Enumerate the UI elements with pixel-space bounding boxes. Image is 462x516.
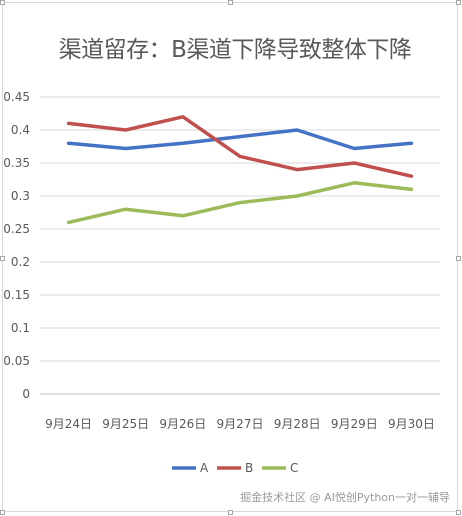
chart-title: 渠道留存：B渠道下降导致整体下降 bbox=[58, 37, 412, 63]
resize-handle-middle-right[interactable] bbox=[456, 256, 461, 261]
x-tick-label: 9月26日 bbox=[159, 417, 206, 431]
legend-label-b: B bbox=[245, 461, 253, 475]
legend-label-a: A bbox=[200, 461, 209, 475]
resize-handle-top-middle[interactable] bbox=[228, 0, 233, 5]
y-tick-label: 0.4 bbox=[11, 123, 30, 137]
y-tick-label: 0.05 bbox=[3, 354, 30, 368]
y-tick-label: 0.35 bbox=[3, 156, 30, 170]
y-tick-label: 0.1 bbox=[11, 321, 30, 335]
resize-handle-middle-left[interactable] bbox=[0, 256, 5, 261]
x-tick-label: 9月30日 bbox=[388, 417, 435, 431]
x-tick-label: 9月24日 bbox=[45, 417, 92, 431]
y-tick-label: 0 bbox=[22, 387, 30, 401]
x-tick-label: 9月28日 bbox=[274, 417, 321, 431]
resize-handle-top-left[interactable] bbox=[0, 0, 5, 5]
x-tick-label: 9月25日 bbox=[102, 417, 149, 431]
series-line-c bbox=[66, 181, 414, 225]
resize-handle-bottom-right[interactable] bbox=[456, 510, 461, 515]
y-tick-label: 0.3 bbox=[11, 189, 30, 203]
y-tick-label: 0.25 bbox=[3, 222, 30, 236]
y-tick-label: 0.2 bbox=[11, 255, 30, 269]
y-tick-label: 0.15 bbox=[3, 288, 30, 302]
resize-handle-bottom-left[interactable] bbox=[0, 510, 5, 515]
resize-handle-bottom-middle[interactable] bbox=[228, 510, 233, 515]
x-tick-label: 9月27日 bbox=[217, 417, 264, 431]
legend-label-c: C bbox=[290, 461, 298, 475]
series-line-b bbox=[66, 115, 414, 178]
chart-frame bbox=[2, 2, 458, 512]
y-tick-label: 0.45 bbox=[3, 90, 30, 104]
resize-handle-top-right[interactable] bbox=[456, 0, 461, 5]
x-tick-label: 9月29日 bbox=[331, 417, 378, 431]
series-line-a bbox=[66, 128, 414, 151]
watermark: 掘金技术社区 @ AI悦创Python一对一辅导 bbox=[238, 488, 452, 506]
